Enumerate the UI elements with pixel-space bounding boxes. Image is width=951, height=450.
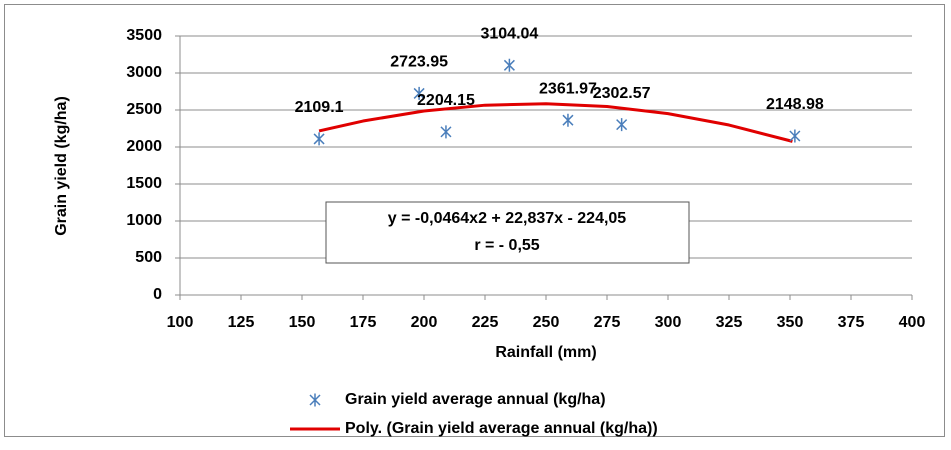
x-tick-label: 225 (472, 314, 499, 331)
x-tick-label: 150 (289, 314, 316, 331)
legend-marker (309, 393, 321, 407)
data-label: 2204.15 (417, 92, 475, 109)
x-tick-label: 175 (350, 314, 377, 331)
x-tick-label: 375 (838, 314, 865, 331)
x-tick-label: 275 (594, 314, 621, 331)
annotation: y = -0,0464x2 + 22,837x - 224,05 (388, 210, 627, 227)
x-tick-label: 350 (777, 314, 804, 331)
data-point (313, 132, 325, 146)
y-tick-label: 1000 (126, 212, 162, 229)
legend-label: Poly. (Grain yield average annual (kg/ha… (345, 420, 658, 437)
x-tick-label: 100 (167, 314, 194, 331)
data-label: 2302.57 (593, 85, 651, 102)
y-tick-label: 2000 (126, 138, 162, 155)
data-point (789, 129, 801, 143)
y-tick-label: 1500 (126, 175, 162, 192)
x-axis-label: Rainfall (mm) (495, 344, 596, 361)
x-tick-label: 200 (411, 314, 438, 331)
y-tick-label: 0 (153, 286, 162, 303)
annotation-box (325, 201, 690, 264)
data-label: 2723.95 (390, 54, 448, 71)
chart-frame (4, 4, 945, 437)
y-tick-label: 3500 (126, 27, 162, 44)
data-label: 3104.04 (480, 26, 538, 43)
data-point (413, 86, 425, 100)
annotation: r = - 0,55 (474, 237, 539, 254)
x-tick-label: 325 (716, 314, 743, 331)
x-tick-label: 400 (899, 314, 926, 331)
y-tick-label: 500 (135, 249, 162, 266)
x-tick-label: 125 (228, 314, 255, 331)
data-point (503, 58, 515, 72)
data-label: 2148.98 (766, 96, 824, 113)
data-point (562, 113, 574, 127)
x-tick-label: 300 (655, 314, 682, 331)
y-axis-label: Grain yield (kg/ha) (53, 96, 70, 236)
data-label: 2109.1 (295, 99, 344, 116)
data-point (440, 125, 452, 139)
x-tick-label: 250 (533, 314, 560, 331)
y-tick-label: 3000 (126, 64, 162, 81)
legend-label: Grain yield average annual (kg/ha) (345, 391, 606, 408)
trend-line (318, 102, 793, 143)
data-point (616, 118, 628, 132)
data-label: 2361.97 (539, 80, 597, 97)
y-tick-label: 2500 (126, 101, 162, 118)
